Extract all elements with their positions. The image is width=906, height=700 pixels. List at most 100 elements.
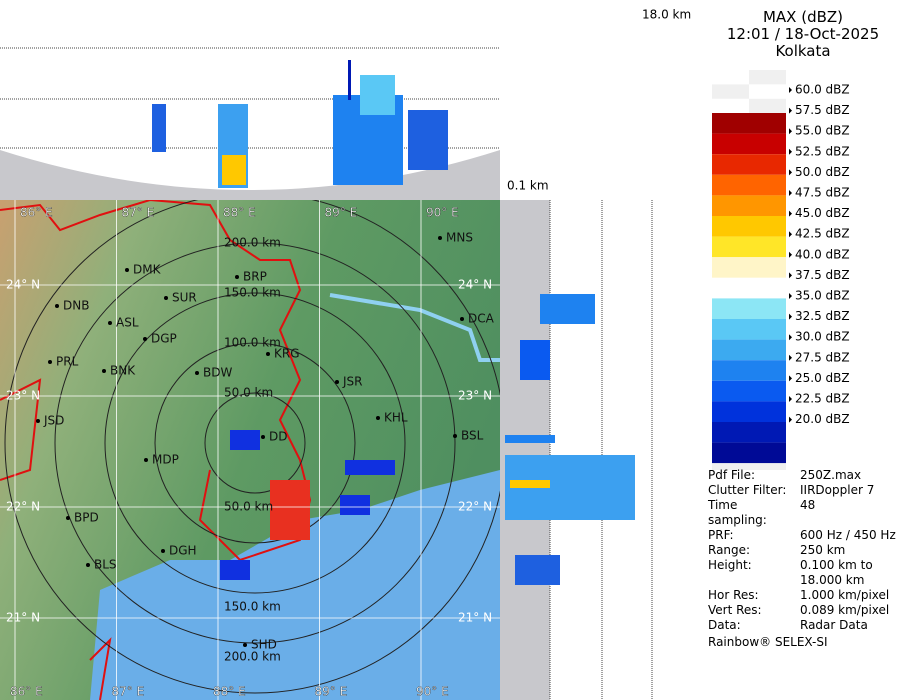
longitude-label: 86° E (10, 685, 43, 699)
legend-swatch (712, 401, 786, 422)
info-row: Pdf File: 250Z.max (708, 468, 906, 483)
info: Pdf File: 250Z.max Clutter Filter: IIRDoppl… (708, 468, 906, 650)
profile-echoes (152, 60, 448, 188)
legend-swatch (712, 195, 786, 216)
legend-label: 60.0 dBZ (795, 83, 850, 97)
range-label: 150.0 km (224, 600, 281, 614)
info-row: Range: 250 km (708, 543, 906, 558)
info-row: Height: 0.100 km to 18.000 km (708, 558, 906, 588)
city-dot (453, 434, 457, 438)
city-label: DNB (63, 299, 89, 313)
footer: Rainbow® SELEX-SI (708, 635, 828, 649)
profile-shade (0, 150, 500, 200)
legend-tick (789, 375, 792, 382)
info-value: IIRDoppler 7 (800, 483, 875, 497)
city-dot (86, 563, 90, 567)
city-label: ASL (116, 316, 139, 330)
range-label: 50.0 km (224, 386, 273, 400)
longitude-label: 89° E (315, 685, 348, 699)
longitude-label: 90° E (426, 206, 459, 220)
legend-blank (712, 98, 749, 114)
city-label: DD (269, 430, 287, 444)
legend-swatch (712, 360, 786, 381)
city-label: SUR (172, 291, 197, 305)
longitude-label: 90° E (416, 685, 449, 699)
legend-blank (712, 463, 786, 470)
longitude-label: 89° E (325, 206, 358, 220)
info-value: 48 (800, 498, 816, 512)
legend-tick (789, 87, 792, 93)
city-label: JSD (43, 414, 64, 428)
legend-blank (749, 70, 786, 85)
legend-swatch (712, 113, 786, 134)
legend-blank (712, 84, 749, 99)
legend-tick (789, 148, 792, 155)
city-dot (195, 371, 199, 375)
map (0, 200, 500, 700)
city-label: BRP (243, 270, 267, 284)
legend-tick (789, 190, 792, 196)
latitude-label: 23° N (6, 389, 40, 403)
info-key: Range: (708, 543, 751, 557)
city-dot (55, 304, 59, 308)
legend-label: 25.0 dBZ (795, 371, 850, 385)
city-label: KRG (274, 347, 300, 361)
range-label: 150.0 km (224, 286, 281, 300)
legend-swatch (712, 422, 786, 443)
legend: 60.0 dBZ 57.5 dBZ 55.0 dBZ 52.5 dBZ 50.0 dBZ… (712, 70, 850, 470)
latitude-label: 23° N (458, 389, 492, 403)
legend-tick (789, 272, 792, 279)
info-row: Clutter Filter: IIRDoppler 7 (708, 483, 906, 498)
city-dot (102, 369, 106, 373)
legend-swatch (712, 133, 786, 155)
city-dot (261, 435, 265, 439)
city-label: DMK (133, 263, 162, 277)
station: Kolkata (775, 42, 831, 60)
latitude-label: 22° N (6, 500, 40, 514)
datetime: 12:01 / 18-Oct-2025 (726, 25, 880, 43)
info-row: Data: Radar Data (708, 618, 906, 633)
legend-blank (749, 98, 786, 114)
info-key: Height: (708, 558, 752, 572)
city-dot (376, 416, 380, 420)
legend-swatch (712, 339, 786, 361)
profile-lines-right (549, 200, 653, 700)
legend-swatch (712, 174, 786, 196)
city-label: KHL (384, 411, 408, 425)
legend-label: 32.5 dBZ (795, 309, 850, 323)
legend-swatch (712, 298, 786, 319)
side-panel: MAX (dBZ) 12:01 / 18-Oct-2025 Kolkata 60… (700, 0, 906, 700)
legend-label: 40.0 dBZ (795, 247, 850, 261)
legend-swatch (712, 277, 786, 299)
city-dot (335, 380, 339, 384)
legend-tick (789, 107, 792, 114)
legend-label: 37.5 dBZ (795, 268, 850, 282)
legend-label: 35.0 dBZ (795, 289, 850, 303)
city-dot (438, 236, 442, 240)
latitude-label: 21° N (458, 611, 492, 625)
legend-tick (789, 210, 792, 217)
info-value: 250 km (800, 543, 846, 557)
info-row: Time sampling: 48 (708, 498, 906, 528)
legend-swatch (712, 216, 786, 237)
legend-blank (749, 84, 786, 99)
city-dot (125, 268, 129, 272)
longitude-label: 88° E (213, 685, 246, 699)
range-label: 200.0 km (224, 236, 281, 250)
city-dot (143, 337, 147, 341)
radar-view: 18.0 km 0.1 km 86° E 86° E 87° E 87° E 88° E… (0, 8, 691, 700)
city-dot (161, 549, 165, 553)
info-key: PRF: (708, 528, 734, 542)
legend-blank (712, 70, 749, 85)
info-row: Hor Res: 1.000 km/pixel (708, 588, 906, 603)
info-key: Vert Res: (708, 603, 762, 617)
city-label: BSL (461, 429, 484, 443)
city-dot (36, 419, 40, 423)
legend-swatch (712, 442, 786, 464)
legend-label: 42.5 dBZ (795, 227, 850, 241)
legend-label: 27.5 dBZ (795, 350, 850, 364)
legend-tick (789, 128, 792, 135)
city-dot (164, 296, 168, 300)
longitude-label: 87° E (122, 206, 155, 220)
legend-label: 30.0 dBZ (795, 330, 850, 344)
